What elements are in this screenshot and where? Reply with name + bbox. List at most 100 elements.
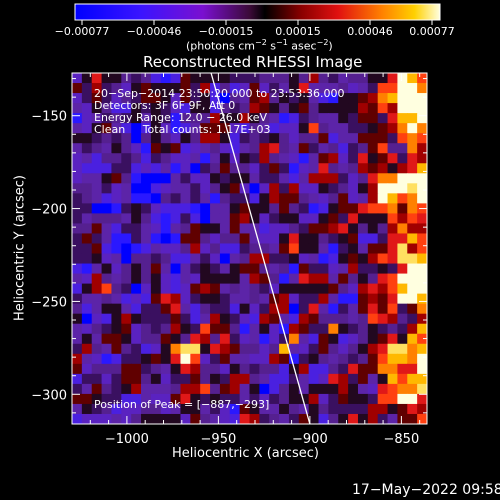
heatmap-cell [150, 413, 162, 424]
heatmap-cell [338, 333, 349, 345]
heatmap-cell [91, 383, 103, 395]
heatmap-cell [259, 203, 270, 214]
heatmap-cell [180, 393, 191, 405]
heatmap-cell [387, 313, 399, 325]
heatmap-cell [397, 263, 408, 275]
heatmap-cell [407, 163, 418, 174]
heatmap-cell [101, 213, 113, 225]
heatmap-cell [210, 223, 221, 235]
heatmap-cell [219, 353, 231, 365]
heatmap-cell [417, 313, 427, 325]
heatmap-cell [170, 393, 182, 405]
heatmap-cell [328, 133, 339, 144]
heatmap-cell [239, 313, 251, 325]
heatmap-cell [348, 323, 359, 335]
heatmap-cell [111, 243, 122, 255]
heatmap-cell [397, 223, 408, 235]
heatmap-cell [229, 313, 241, 325]
heatmap-cell [229, 403, 241, 415]
heatmap-cell [210, 373, 221, 385]
heatmap-cell [407, 133, 418, 144]
heatmap-cell [239, 163, 251, 174]
heatmap-cell [131, 143, 142, 154]
heatmap-cell [150, 273, 162, 285]
colorbar-tick-label: 0.00015 [275, 25, 321, 38]
heatmap-cell [81, 353, 93, 365]
heatmap-cell [288, 133, 300, 144]
heatmap-cell [279, 153, 290, 164]
heatmap-cell [141, 163, 152, 174]
heatmap-cell [131, 233, 142, 245]
heatmap-cell [387, 233, 399, 245]
heatmap-cell [121, 183, 132, 194]
heatmap-cell [417, 213, 427, 225]
heatmap-cell [269, 243, 280, 255]
heatmap-cell [101, 313, 113, 325]
heatmap-cell [229, 353, 241, 365]
heatmap-cell [348, 163, 359, 174]
heatmap-cell [308, 163, 320, 174]
heatmap-cell [229, 253, 241, 265]
heatmap-cell [131, 123, 142, 134]
heatmap-cell [72, 363, 83, 375]
heatmap-cell [150, 203, 162, 214]
heatmap-cell [407, 73, 418, 84]
heatmap-cell [239, 343, 251, 355]
heatmap-cell [121, 383, 132, 395]
heatmap-cell [200, 373, 211, 385]
heatmap-cell [180, 303, 191, 315]
heatmap-cell [111, 293, 122, 305]
heatmap-cell [298, 233, 310, 245]
heatmap-cell [210, 313, 221, 325]
heatmap-cell [298, 393, 310, 405]
heatmap-cell [279, 383, 290, 395]
heatmap-cell [190, 93, 201, 104]
heatmap-cell [81, 133, 93, 144]
heatmap-cell [328, 143, 339, 154]
heatmap-cell [141, 133, 152, 144]
heatmap-cell [288, 213, 300, 225]
heatmap-cell [180, 253, 191, 265]
heatmap-cell [111, 83, 122, 94]
heatmap-cell [288, 343, 300, 355]
heatmap-cell [279, 253, 290, 265]
heatmap-cell [357, 93, 369, 104]
heatmap-cell [298, 413, 310, 424]
heatmap-cell [259, 403, 270, 415]
heatmap-cell [367, 193, 379, 204]
heatmap-cell [377, 193, 389, 204]
heatmap-cell [190, 123, 201, 134]
heatmap-cell [367, 353, 379, 365]
heatmap-cell [91, 243, 103, 255]
heatmap-cell [160, 113, 172, 124]
heatmap-cell [298, 153, 310, 164]
heatmap-cell [298, 93, 310, 104]
heatmap-cell [170, 253, 182, 265]
heatmap-cell [72, 413, 83, 424]
heatmap-cell [318, 343, 329, 355]
heatmap-cell [121, 263, 132, 275]
heatmap-cell [259, 383, 270, 395]
heatmap-cell [357, 103, 369, 114]
heatmap-cell [308, 353, 320, 365]
heatmap-cell [229, 113, 241, 124]
heatmap-cell [348, 403, 359, 415]
heatmap-cell [121, 283, 132, 295]
heatmap-cell [91, 403, 103, 415]
heatmap-cell [190, 233, 201, 245]
heatmap-cell [249, 213, 260, 225]
heatmap-cell [269, 393, 280, 405]
heatmap-cell [131, 353, 142, 365]
heatmap-cell [239, 373, 251, 385]
heatmap-cell [308, 113, 320, 124]
heatmap-cell [121, 313, 132, 325]
heatmap-cell [72, 193, 83, 204]
heatmap-cell [318, 273, 329, 285]
heatmap-cell [269, 323, 280, 335]
heatmap-cell [229, 323, 241, 335]
heatmap-cell [318, 323, 329, 335]
heatmap-cell [210, 333, 221, 345]
heatmap-cell [269, 103, 280, 114]
heatmap-cell [131, 303, 142, 315]
heatmap-cell [249, 343, 260, 355]
